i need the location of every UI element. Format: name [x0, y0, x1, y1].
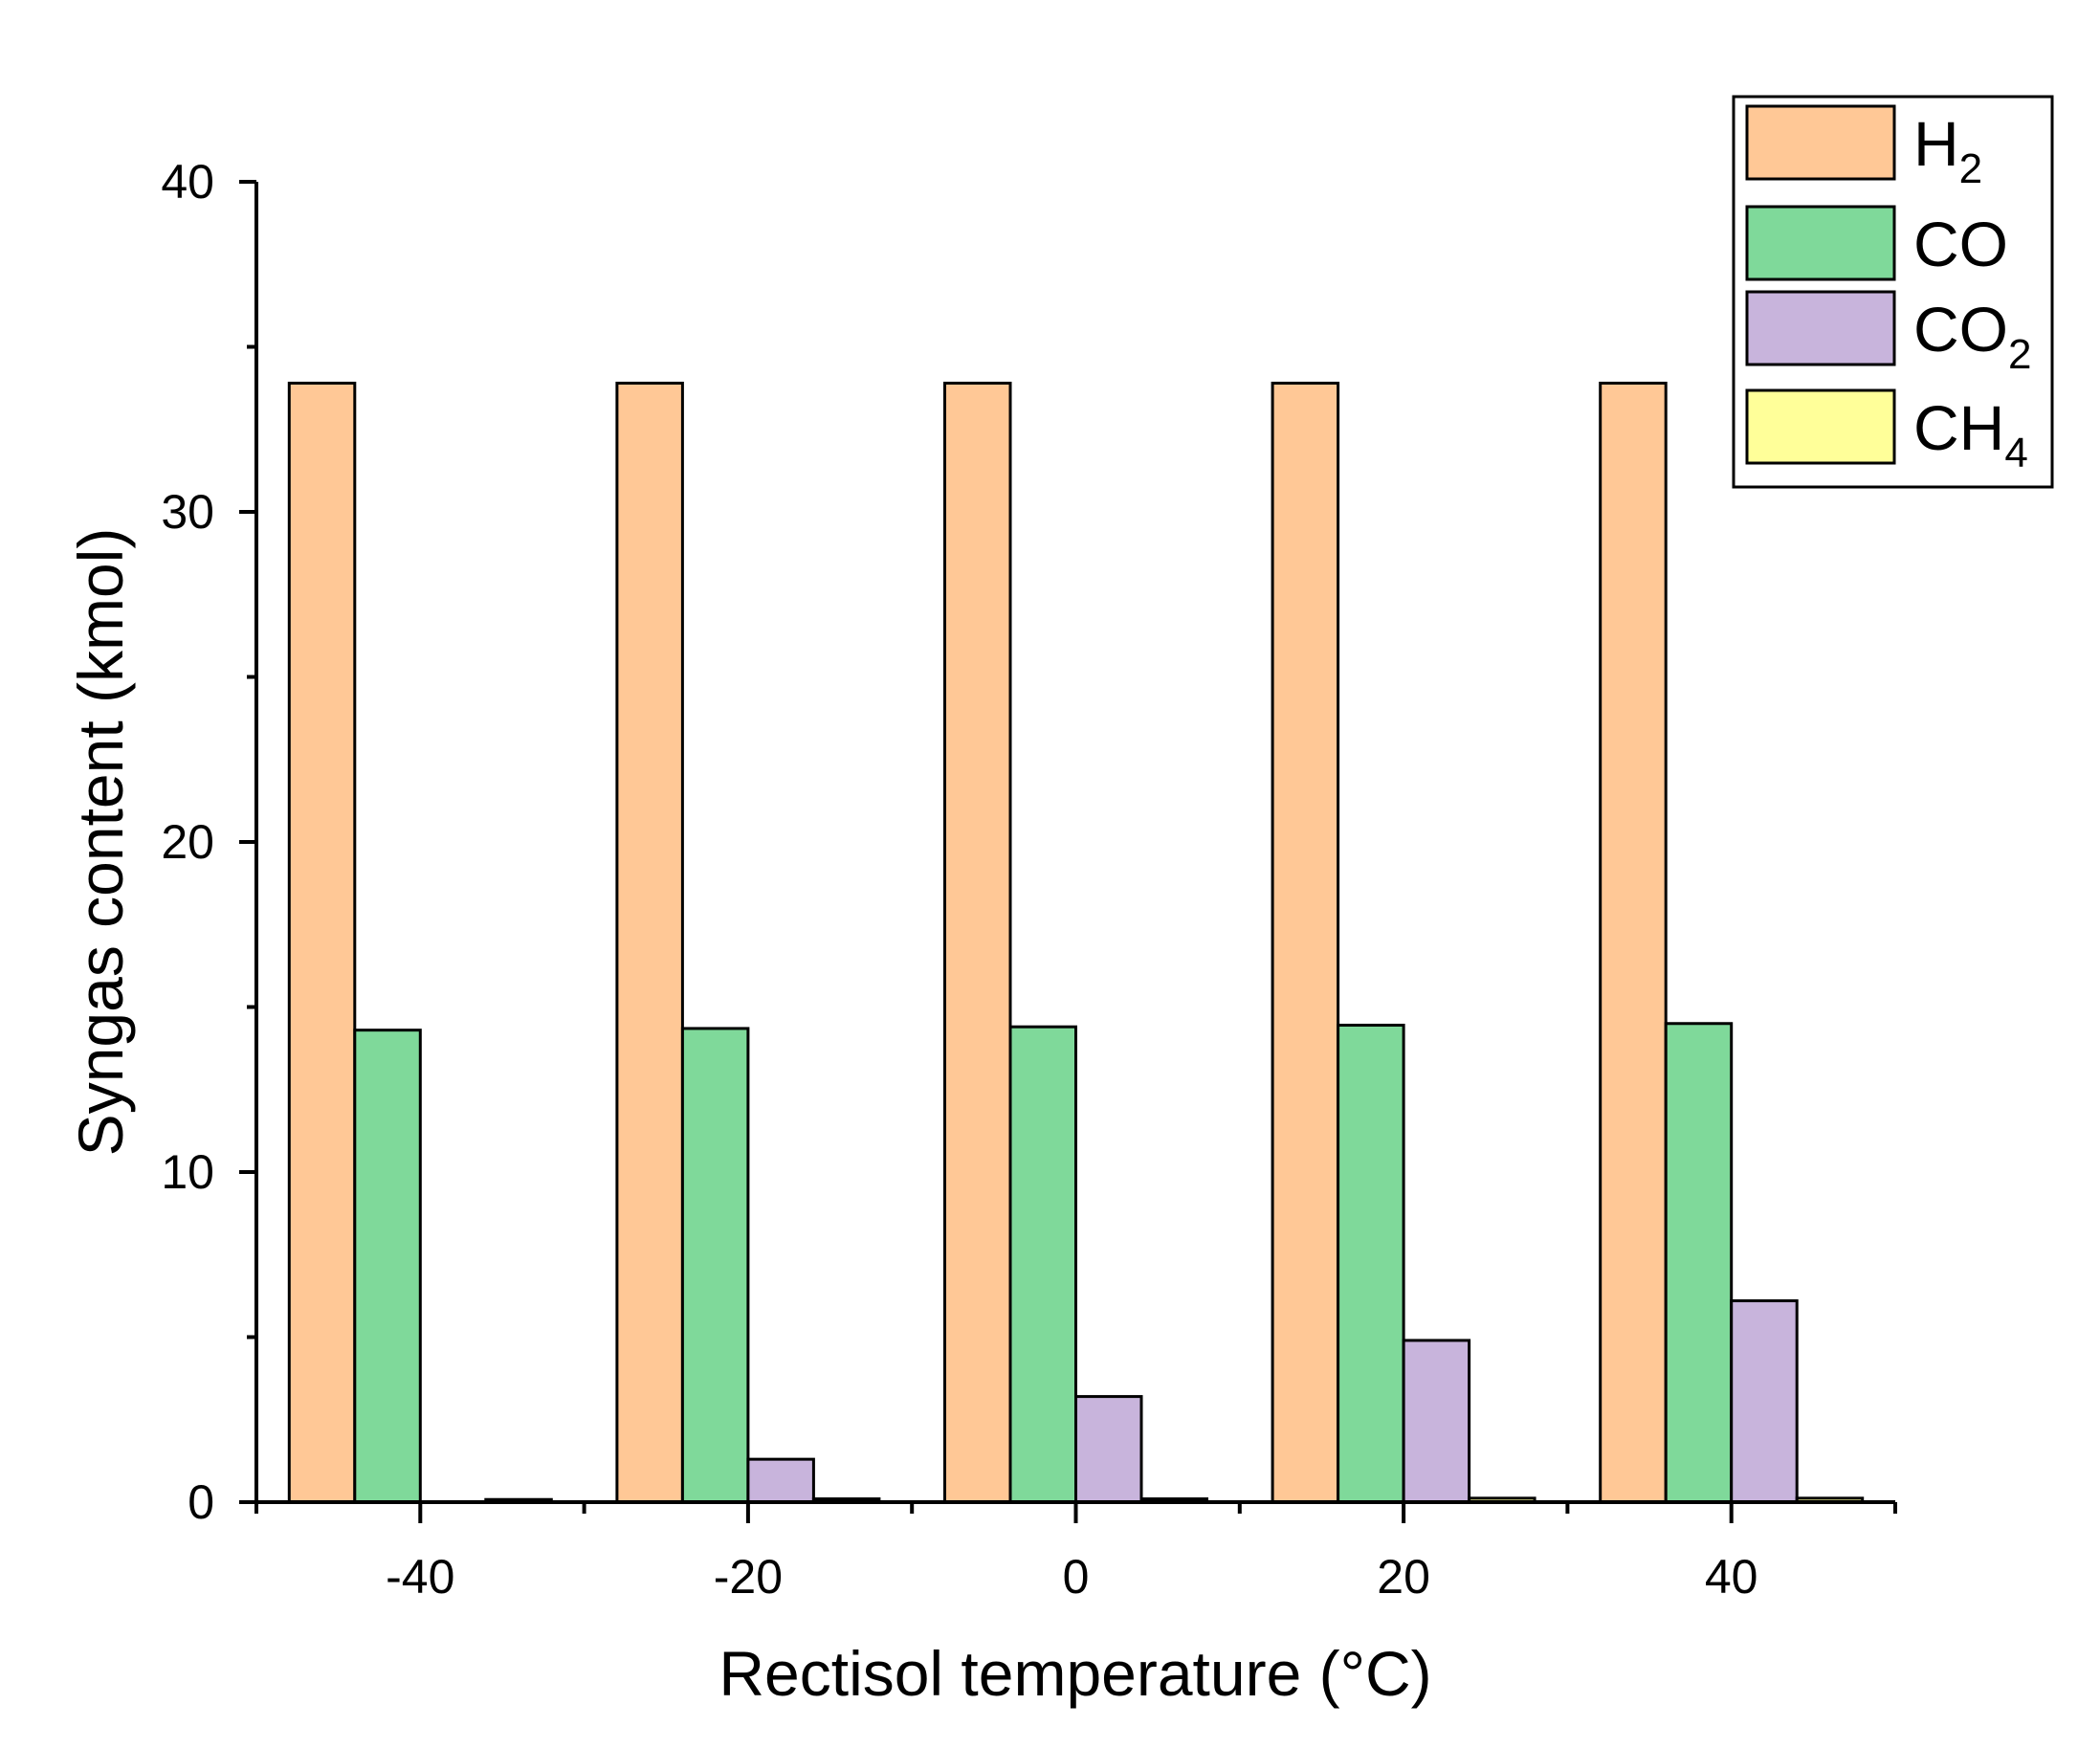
legend-label-ch4: CH4 [1913, 392, 2028, 476]
bar-h2-40 [1599, 381, 1668, 1504]
x-tick-label: 20 [1377, 1550, 1430, 1604]
y-tick-label: 30 [161, 485, 214, 539]
bar-co2-40 [1730, 1299, 1799, 1504]
legend-swatch-ch4 [1745, 388, 1896, 465]
x-tick-label: -40 [386, 1550, 454, 1604]
y-tick-label: 0 [188, 1475, 214, 1529]
y-axis-title: Syngas content (kmol) [65, 528, 136, 1157]
bar-co-0 [1008, 1025, 1077, 1504]
bar-co-20 [1337, 1023, 1405, 1504]
y-tick-label: 40 [161, 155, 214, 209]
bar-co--40 [353, 1029, 422, 1504]
y-ticks: 0 10 20 30 40 [161, 155, 256, 1529]
legend-swatch-co2 [1745, 290, 1896, 366]
x-axis-title: Rectisol temperature (°C) [718, 1638, 1431, 1709]
bar-h2-0 [943, 381, 1012, 1504]
bar-co-40 [1664, 1022, 1734, 1504]
bar-h2--40 [287, 381, 357, 1504]
bar-co--20 [680, 1027, 750, 1504]
legend-swatch-h2 [1745, 104, 1896, 181]
x-tick-label: 40 [1705, 1550, 1758, 1604]
x-tick-label: -20 [714, 1550, 783, 1604]
bar-co2--20 [746, 1457, 815, 1504]
bar-h2-20 [1271, 381, 1340, 1504]
legend-label-co: CO [1913, 209, 2008, 279]
bar-co2-0 [1074, 1395, 1143, 1504]
y-tick-label: 10 [161, 1145, 214, 1199]
bar-h2--20 [615, 381, 684, 1504]
x-ticks: -40 -20 0 20 40 [254, 1502, 1897, 1604]
bars-layer [287, 381, 1865, 1504]
y-tick-label: 20 [161, 815, 214, 869]
legend-swatch-co [1745, 205, 1896, 281]
bar-co2-20 [1402, 1339, 1471, 1504]
x-tick-label: 0 [1063, 1550, 1090, 1604]
